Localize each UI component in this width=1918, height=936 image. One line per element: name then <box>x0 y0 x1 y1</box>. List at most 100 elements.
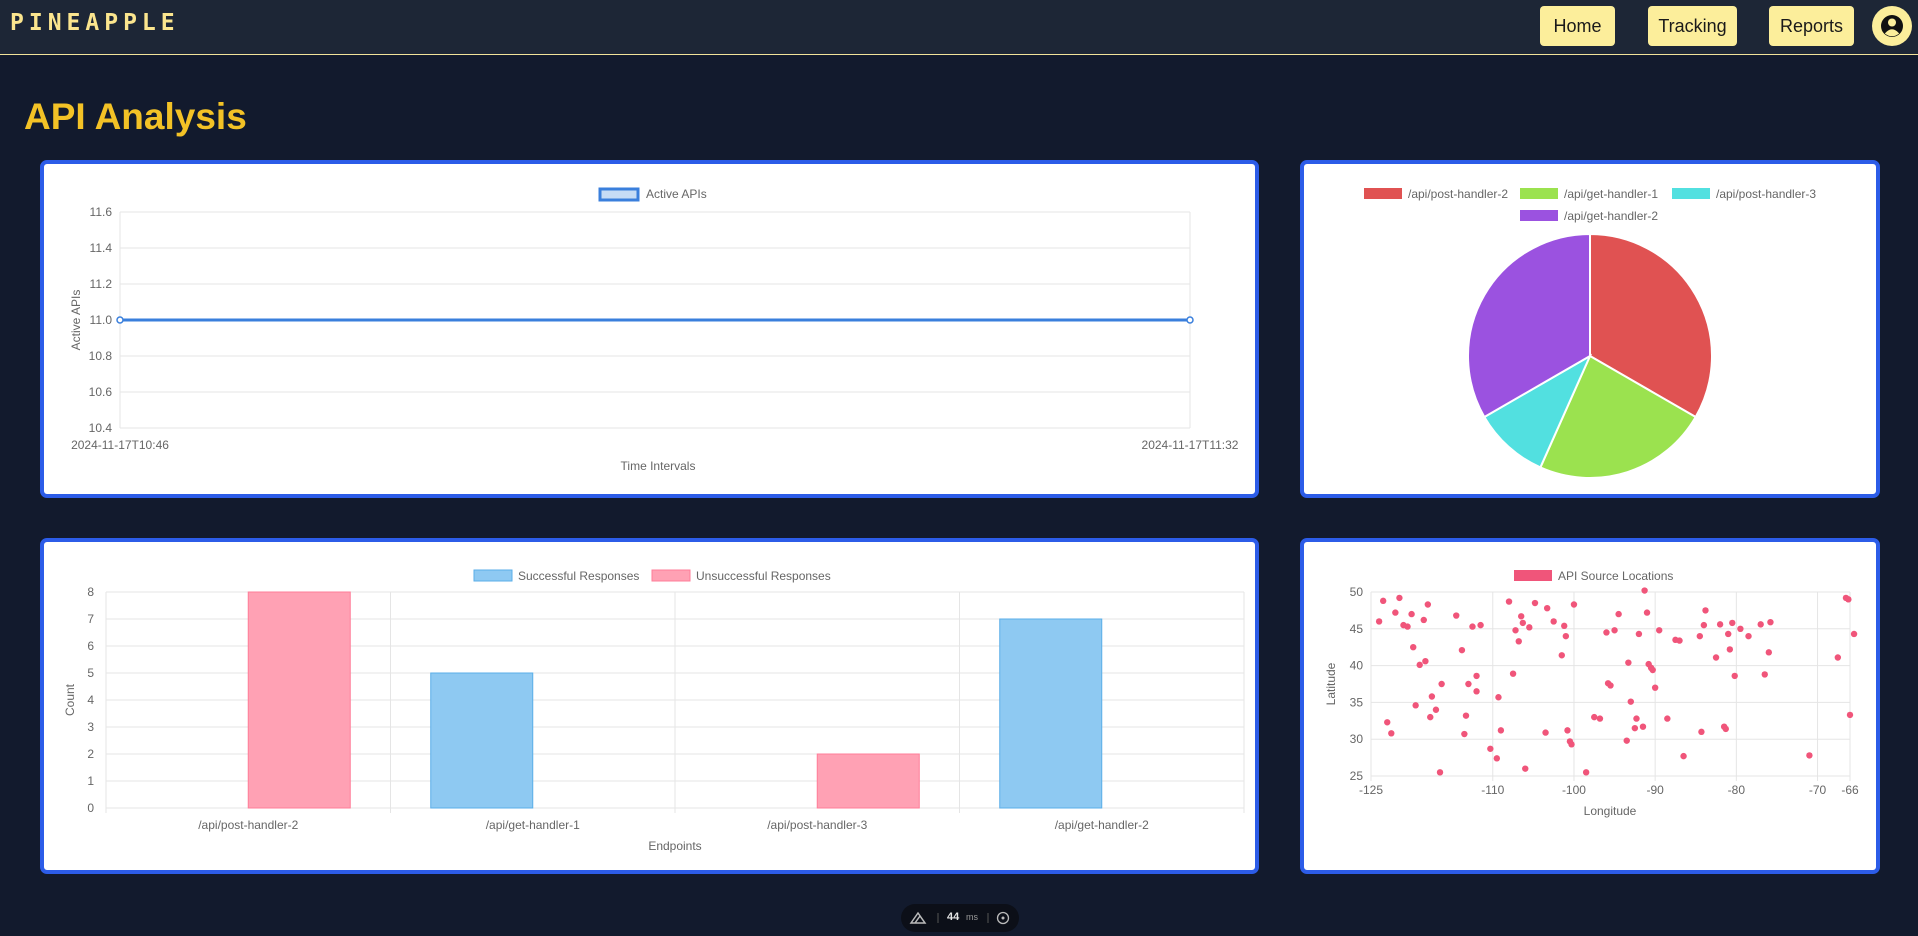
legend-label: /api/get-handler-2 <box>1564 209 1658 223</box>
x-tick-label: 2024-11-17T11:32 <box>1142 438 1239 452</box>
scatter-point <box>1806 752 1813 759</box>
legend-label: /api/post-handler-2 <box>1408 187 1508 201</box>
scatter-point <box>1633 715 1640 722</box>
scatter-point <box>1458 646 1466 654</box>
devtools-icons <box>909 911 1010 925</box>
scatter-point <box>1623 737 1630 744</box>
scatter-point <box>1568 741 1575 748</box>
y-axis-title: Count <box>63 683 77 716</box>
x-tick-label: -125 <box>1359 783 1383 797</box>
scatter-point <box>1745 632 1752 640</box>
scatter-point <box>1522 765 1529 772</box>
legend-swatch-api-source-locations <box>1514 570 1552 581</box>
scatter-point <box>1384 719 1391 726</box>
x-tick-label: /api/post-handler-2 <box>198 818 298 832</box>
y-tick-label: 30 <box>1350 732 1364 746</box>
inspect-target-icon <box>996 911 1010 925</box>
x-tick-label: /api/get-handler-1 <box>486 818 580 832</box>
y-tick-label: 8 <box>87 585 94 599</box>
scatter-point <box>1473 688 1480 695</box>
scatter-point <box>1631 724 1639 732</box>
scatter-point <box>1845 596 1852 603</box>
y-tick-label: 10.8 <box>89 349 113 363</box>
scatter-point <box>1765 649 1773 656</box>
framework-logo-icon <box>909 911 927 924</box>
nav-home-button[interactable]: Home <box>1540 6 1615 46</box>
scatter-point <box>1582 769 1590 776</box>
pie-slice <box>1589 232 1713 419</box>
scatter-point <box>1767 618 1774 626</box>
scatter-point <box>1726 646 1734 653</box>
y-tick-label: 3 <box>87 720 94 734</box>
scatter-point <box>1408 610 1415 618</box>
scatter-point <box>1731 672 1738 680</box>
scatter-point <box>1716 621 1724 628</box>
endpoint-pie-chart: /api/post-handler-2/api/get-handler-1/ap… <box>1364 187 1816 479</box>
y-tick-label: 40 <box>1350 659 1364 673</box>
y-tick-label: 11.6 <box>90 205 113 219</box>
y-tick-label: 1 <box>87 774 94 788</box>
scatter-point <box>1416 661 1423 669</box>
scatter-point <box>1412 702 1419 709</box>
y-tick-label: 11.2 <box>90 277 113 291</box>
legend-swatch-apipost-handler-2 <box>1364 188 1402 199</box>
scatter-point <box>1517 613 1525 620</box>
scatter-point <box>1509 670 1517 677</box>
scatter-point <box>1477 621 1484 629</box>
x-tick-label: /api/get-handler-2 <box>1055 818 1149 832</box>
user-circle-icon <box>1881 15 1903 37</box>
locations-card: API Source Locations 50 45 40 35 30 25 -125 -110… <box>1300 538 1880 874</box>
x-axis-title: Endpoints <box>648 839 701 853</box>
legend-swatch-apiget-handler-1 <box>1520 188 1558 199</box>
active-apis-card: Active APIs 11.6 11.4 11.2 11.0 10.8 10.6 10.4 2… <box>40 160 1259 498</box>
scatter-point <box>1656 627 1663 634</box>
scatter-point <box>1392 609 1399 616</box>
scatter-point <box>1627 698 1634 705</box>
scatter-point <box>1558 652 1565 659</box>
scatter-point <box>1432 706 1440 713</box>
x-tick-label: -70 <box>1809 783 1827 797</box>
responses-bar-chart: Successful Responses Unsuccessful Respons… <box>63 569 1245 853</box>
legend-swatch-unsuccessful <box>651 569 691 582</box>
bar-successful <box>430 672 534 809</box>
scatter-point <box>1651 684 1659 691</box>
legend-swatch-active-apis <box>598 187 640 202</box>
y-tick-label: 25 <box>1350 769 1364 783</box>
scatter-point <box>1473 672 1480 680</box>
scatter-point <box>1543 604 1551 612</box>
scatter-point <box>1487 745 1494 752</box>
active-apis-line-chart: Active APIs 11.6 11.4 11.2 11.0 10.8 10.6 10.4 2… <box>69 187 1239 473</box>
x-tick-label: -90 <box>1646 783 1664 797</box>
nav-reports-button[interactable]: Reports <box>1769 6 1854 46</box>
brand-logo[interactable]: PINEAPPLE <box>10 10 180 36</box>
endpoint-share-card: /api/post-handler-2/api/get-handler-1/ap… <box>1300 160 1880 498</box>
legend-label: /api/post-handler-3 <box>1716 187 1816 201</box>
scatter-point <box>1469 623 1476 630</box>
bar-unsuccessful <box>816 753 920 809</box>
scatter-point <box>1702 607 1709 614</box>
scatter-point <box>1639 723 1647 730</box>
scatter-point <box>1722 725 1729 733</box>
scatter-point <box>1761 671 1768 678</box>
scatter-point <box>1388 730 1395 737</box>
scatter-point <box>1561 622 1568 630</box>
x-tick-label: /api/post-handler-3 <box>767 818 867 832</box>
scatter-point <box>1436 769 1444 776</box>
legend-label-unsuccessful: Unsuccessful Responses <box>696 569 831 583</box>
scatter-point <box>1375 618 1383 625</box>
scatter-point <box>1649 666 1656 674</box>
scatter-point <box>1603 629 1610 636</box>
render-time-indicator[interactable]: 44 ms <box>901 904 1019 932</box>
y-tick-label: 45 <box>1350 622 1364 636</box>
scatter-point <box>1515 638 1522 645</box>
legend-swatch-successful <box>473 569 513 582</box>
scatter-point <box>1410 644 1417 651</box>
scatter-point <box>1428 693 1436 700</box>
scatter-point <box>1591 713 1598 721</box>
nav-tracking-button[interactable]: Tracking <box>1648 6 1737 46</box>
user-avatar-button[interactable] <box>1872 6 1912 46</box>
y-tick-label: 50 <box>1350 585 1364 599</box>
y-tick-label: 2 <box>87 747 94 761</box>
scatter-point <box>1424 601 1432 608</box>
pie-slice <box>1482 353 1593 469</box>
